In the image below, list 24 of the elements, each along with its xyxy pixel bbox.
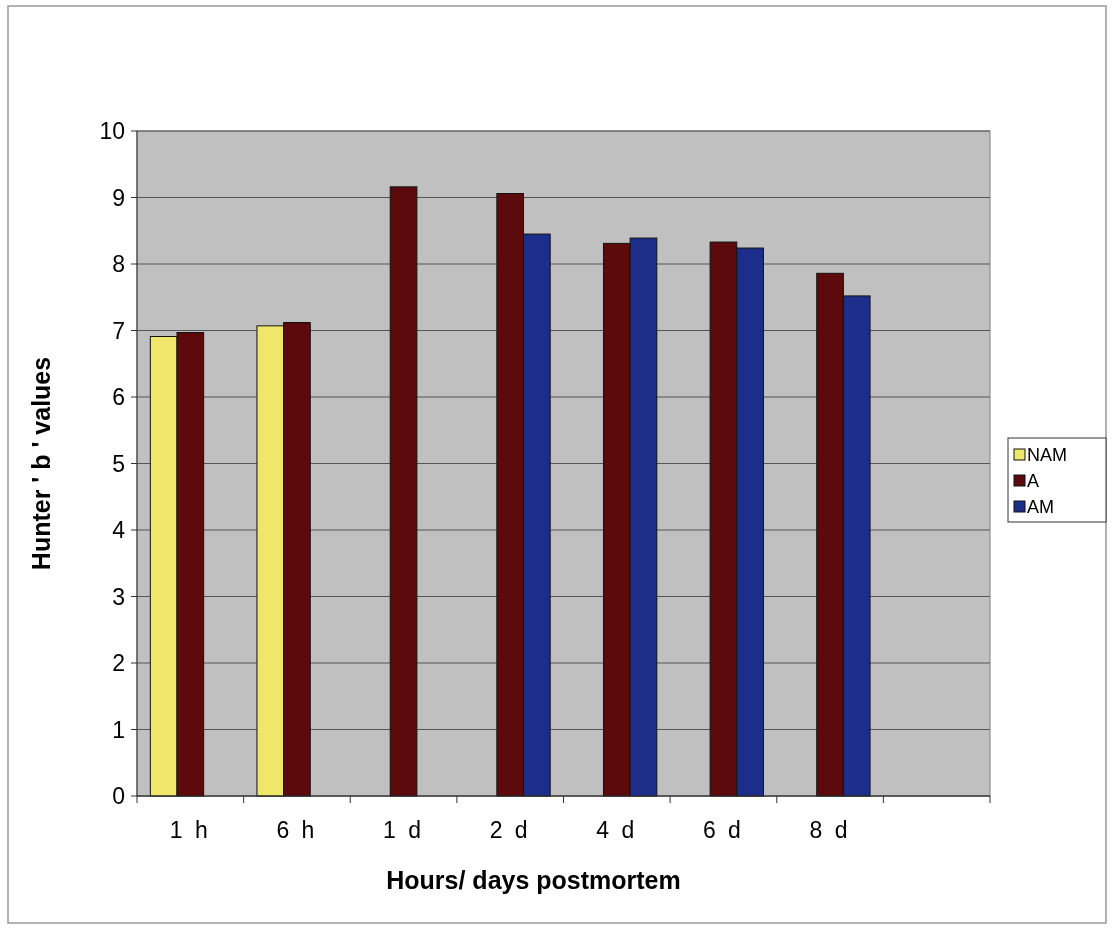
x-tick-label: 1 d — [383, 817, 425, 843]
x-tick-label: 8 d — [809, 817, 851, 843]
y-tick-label: 3 — [112, 583, 125, 610]
y-tick-label: 6 — [112, 384, 125, 411]
x-tick-label: 6 d — [702, 817, 744, 843]
y-tick-label: 9 — [112, 184, 125, 211]
y-tick-label: 7 — [112, 317, 125, 344]
legend-label: A — [1027, 471, 1040, 492]
x-tick-label: 6 h — [276, 817, 318, 843]
x-axis-title: Hours/ days postmortem — [386, 866, 681, 894]
y-tick-label: 2 — [112, 650, 125, 677]
y-axis-title: Hunter ' b ' values — [27, 356, 55, 571]
legend-label: AM — [1027, 497, 1054, 518]
x-tick-label: 2 d — [489, 817, 531, 843]
y-tick-label: 4 — [112, 517, 126, 544]
y-tick-label: 10 — [99, 118, 125, 145]
y-tick-label: 1 — [112, 716, 125, 743]
x-tick-label: 4 d — [596, 817, 638, 843]
x-tick-label: 1 h — [169, 817, 211, 843]
y-tick-label: 5 — [112, 450, 125, 477]
bar — [389, 186, 418, 797]
y-tick-label: 0 — [112, 783, 125, 810]
y-tick-label: 8 — [112, 251, 125, 278]
legend-label: NAM — [1027, 445, 1067, 466]
